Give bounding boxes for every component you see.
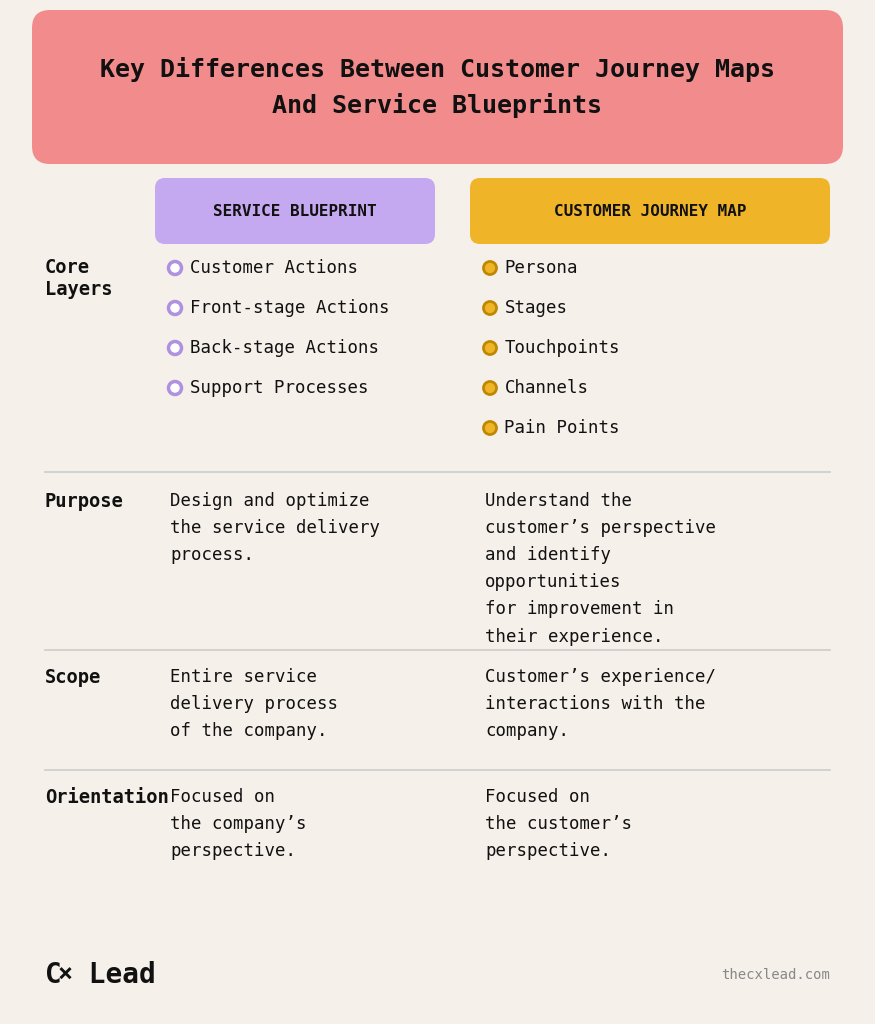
Circle shape [484, 341, 496, 354]
Text: Support Processes: Support Processes [190, 379, 368, 397]
Circle shape [169, 261, 181, 274]
Text: Focused on
the customer’s
perspective.: Focused on the customer’s perspective. [485, 788, 632, 860]
Text: CUSTOMER JOURNEY MAP: CUSTOMER JOURNEY MAP [554, 204, 746, 218]
FancyBboxPatch shape [32, 10, 843, 164]
Text: Channels: Channels [505, 379, 589, 397]
Text: thecxlead.com: thecxlead.com [721, 968, 830, 982]
Text: Persona: Persona [505, 259, 578, 278]
FancyBboxPatch shape [470, 178, 830, 244]
Circle shape [169, 301, 181, 314]
Text: Understand the
customer’s perspective
and identify
opportunities
for improvement: Understand the customer’s perspective an… [485, 492, 716, 645]
Text: Design and optimize
the service delivery
process.: Design and optimize the service delivery… [170, 492, 380, 564]
Circle shape [169, 382, 181, 394]
Circle shape [484, 422, 496, 434]
Circle shape [484, 301, 496, 314]
FancyBboxPatch shape [155, 178, 435, 244]
Text: Core
Layers: Core Layers [45, 258, 113, 299]
Text: Front-stage Actions: Front-stage Actions [190, 299, 389, 317]
Text: Lead: Lead [72, 961, 156, 989]
Text: Pain Points: Pain Points [505, 419, 620, 437]
Circle shape [484, 382, 496, 394]
Text: Purpose: Purpose [45, 492, 123, 511]
Text: Focused on
the company’s
perspective.: Focused on the company’s perspective. [170, 788, 306, 860]
Text: Customer Actions: Customer Actions [190, 259, 358, 278]
Circle shape [169, 341, 181, 354]
Circle shape [484, 261, 496, 274]
Text: Scope: Scope [45, 668, 102, 687]
Text: Back-stage Actions: Back-stage Actions [190, 339, 379, 357]
Text: SERVICE BLUEPRINT: SERVICE BLUEPRINT [214, 204, 377, 218]
Text: Customer’s experience/
interactions with the
company.: Customer’s experience/ interactions with… [485, 668, 716, 740]
Text: Orientation: Orientation [45, 788, 169, 807]
Text: Entire service
delivery process
of the company.: Entire service delivery process of the c… [170, 668, 338, 740]
Text: Touchpoints: Touchpoints [505, 339, 620, 357]
Text: ×: × [58, 963, 73, 987]
Text: Key Differences Between Customer Journey Maps
And Service Blueprints: Key Differences Between Customer Journey… [100, 56, 775, 118]
Text: Stages: Stages [505, 299, 568, 317]
Text: C: C [45, 961, 62, 989]
